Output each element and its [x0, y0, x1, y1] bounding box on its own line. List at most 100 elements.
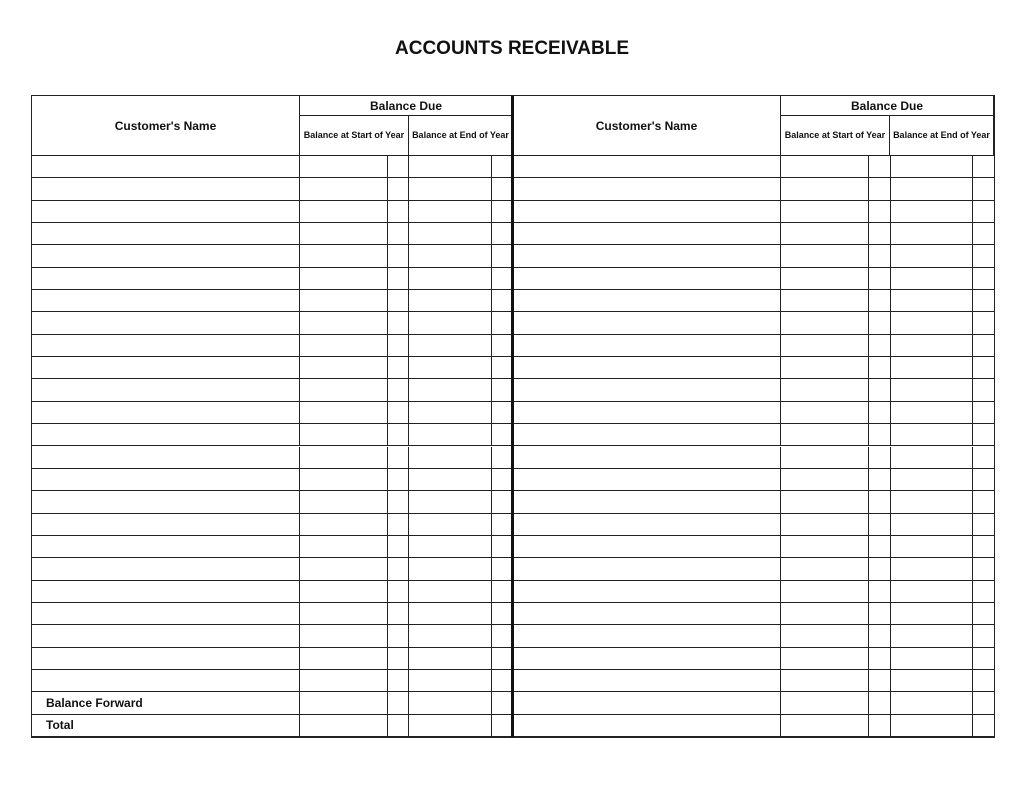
left-start-balance-dollars[interactable]: [300, 446, 388, 469]
right-end-balance-cents[interactable]: [973, 468, 995, 492]
left-start-balance-cents[interactable]: [388, 647, 409, 670]
left-start-balance-cents[interactable]: [388, 692, 409, 715]
right-end-balance-dollars[interactable]: [891, 223, 973, 246]
left-start-balance-dollars[interactable]: [300, 468, 388, 492]
left-start-balance-cents[interactable]: [388, 580, 409, 603]
right-start-balance-dollars[interactable]: [781, 178, 869, 201]
right-start-balance-dollars[interactable]: [781, 424, 869, 447]
left-start-balance-cents[interactable]: [388, 669, 409, 693]
right-end-balance-dollars[interactable]: [891, 357, 973, 380]
right-start-balance-cents[interactable]: [869, 669, 891, 693]
right-start-balance-cents[interactable]: [869, 714, 891, 737]
right-end-balance-cents[interactable]: [973, 357, 995, 380]
left-start-balance-cents[interactable]: [388, 223, 409, 246]
right-start-balance-dollars[interactable]: [781, 156, 869, 179]
right-start-balance-dollars[interactable]: [781, 379, 869, 402]
left-start-balance-dollars[interactable]: [300, 156, 388, 179]
right-customer-name-field[interactable]: [513, 602, 781, 626]
right-end-balance-dollars[interactable]: [891, 334, 973, 358]
right-start-balance-cents[interactable]: [869, 312, 891, 335]
left-start-balance-cents[interactable]: [388, 401, 409, 425]
right-start-balance-dollars[interactable]: [781, 223, 869, 246]
left-end-balance-dollars[interactable]: [409, 223, 492, 246]
right-customer-name-field[interactable]: [513, 558, 781, 581]
right-end-balance-dollars[interactable]: [891, 669, 973, 693]
right-customer-name-field[interactable]: [513, 178, 781, 201]
right-start-balance-dollars[interactable]: [781, 401, 869, 425]
right-start-balance-dollars[interactable]: [781, 312, 869, 335]
right-customer-name-field[interactable]: [513, 401, 781, 425]
right-end-balance-cents[interactable]: [973, 200, 995, 224]
right-end-balance-dollars[interactable]: [891, 267, 973, 291]
left-end-balance-cents[interactable]: [492, 669, 513, 693]
left-customer-name-field[interactable]: [32, 267, 300, 291]
right-start-balance-cents[interactable]: [869, 267, 891, 291]
left-customer-name-field[interactable]: [32, 156, 300, 179]
left-start-balance-cents[interactable]: [388, 625, 409, 648]
left-start-balance-dollars[interactable]: [300, 223, 388, 246]
right-end-balance-dollars[interactable]: [891, 156, 973, 179]
right-customer-name-field[interactable]: [513, 491, 781, 514]
right-start-balance-cents[interactable]: [869, 156, 891, 179]
left-customer-name-field[interactable]: [32, 379, 300, 402]
left-start-balance-dollars[interactable]: [300, 669, 388, 693]
right-end-balance-dollars[interactable]: [891, 692, 973, 715]
left-customer-name-field[interactable]: [32, 625, 300, 648]
right-start-balance-dollars[interactable]: [781, 334, 869, 358]
left-start-balance-dollars[interactable]: [300, 401, 388, 425]
right-start-balance-cents[interactable]: [869, 334, 891, 358]
left-customer-name-field[interactable]: [32, 200, 300, 224]
right-end-balance-cents[interactable]: [973, 602, 995, 626]
right-start-balance-dollars[interactable]: [781, 513, 869, 536]
left-end-balance-cents[interactable]: [492, 223, 513, 246]
right-customer-name-field[interactable]: [513, 200, 781, 224]
left-end-balance-cents[interactable]: [492, 692, 513, 715]
left-customer-name-field[interactable]: [32, 647, 300, 670]
left-end-balance-cents[interactable]: [492, 290, 513, 313]
right-end-balance-cents[interactable]: [973, 580, 995, 603]
left-start-balance-dollars[interactable]: [300, 602, 388, 626]
right-end-balance-dollars[interactable]: [891, 558, 973, 581]
left-start-balance-dollars[interactable]: [300, 535, 388, 559]
right-end-balance-cents[interactable]: [973, 491, 995, 514]
right-end-balance-dollars[interactable]: [891, 245, 973, 268]
right-customer-name-field[interactable]: [513, 156, 781, 179]
left-end-balance-dollars[interactable]: [409, 312, 492, 335]
right-end-balance-cents[interactable]: [973, 312, 995, 335]
left-customer-name-field[interactable]: [32, 223, 300, 246]
left-end-balance-dollars[interactable]: [409, 401, 492, 425]
left-end-balance-cents[interactable]: [492, 200, 513, 224]
right-customer-name-field[interactable]: [513, 669, 781, 693]
right-start-balance-cents[interactable]: [869, 558, 891, 581]
right-end-balance-dollars[interactable]: [891, 580, 973, 603]
left-end-balance-cents[interactable]: [492, 558, 513, 581]
right-start-balance-cents[interactable]: [869, 692, 891, 715]
right-customer-name-field[interactable]: [513, 446, 781, 469]
right-start-balance-cents[interactable]: [869, 245, 891, 268]
left-end-balance-dollars[interactable]: [409, 379, 492, 402]
left-end-balance-cents[interactable]: [492, 312, 513, 335]
right-customer-name-field[interactable]: [513, 513, 781, 536]
right-end-balance-cents[interactable]: [973, 267, 995, 291]
right-end-balance-dollars[interactable]: [891, 491, 973, 514]
right-end-balance-dollars[interactable]: [891, 290, 973, 313]
left-end-balance-dollars[interactable]: [409, 334, 492, 358]
left-start-balance-dollars[interactable]: [300, 647, 388, 670]
right-customer-name-field[interactable]: [513, 334, 781, 358]
right-end-balance-dollars[interactable]: [891, 401, 973, 425]
left-end-balance-cents[interactable]: [492, 379, 513, 402]
left-end-balance-dollars[interactable]: [409, 513, 492, 536]
right-start-balance-cents[interactable]: [869, 446, 891, 469]
right-end-balance-dollars[interactable]: [891, 513, 973, 536]
right-start-balance-dollars[interactable]: [781, 357, 869, 380]
right-customer-name-field[interactable]: [513, 468, 781, 492]
left-end-balance-dollars[interactable]: [409, 156, 492, 179]
left-end-balance-dollars[interactable]: [409, 245, 492, 268]
left-end-balance-dollars[interactable]: [409, 535, 492, 559]
left-start-balance-cents[interactable]: [388, 424, 409, 447]
right-customer-name-field[interactable]: [513, 424, 781, 447]
right-start-balance-cents[interactable]: [869, 290, 891, 313]
right-end-balance-cents[interactable]: [973, 647, 995, 670]
right-start-balance-cents[interactable]: [869, 647, 891, 670]
left-start-balance-cents[interactable]: [388, 245, 409, 268]
